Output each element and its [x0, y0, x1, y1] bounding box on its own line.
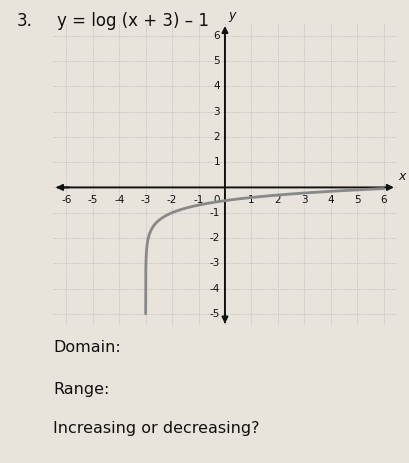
Text: 1: 1	[213, 157, 220, 167]
Text: 3: 3	[213, 106, 220, 117]
Text: -1: -1	[210, 208, 220, 218]
Text: 2: 2	[213, 132, 220, 142]
Text: -3: -3	[210, 258, 220, 268]
Text: -4: -4	[210, 283, 220, 294]
Text: 0: 0	[213, 195, 220, 205]
Text: -4: -4	[114, 195, 124, 205]
Text: -5: -5	[88, 195, 98, 205]
Text: 1: 1	[248, 195, 255, 205]
Text: y: y	[228, 9, 236, 22]
Text: -2: -2	[167, 195, 177, 205]
Text: y = log (x + 3) – 1: y = log (x + 3) – 1	[57, 12, 209, 30]
Text: x: x	[398, 170, 405, 183]
Text: 3: 3	[301, 195, 308, 205]
Text: -2: -2	[210, 233, 220, 243]
Text: 2: 2	[274, 195, 281, 205]
Text: Range:: Range:	[53, 382, 110, 397]
Text: Increasing or decreasing?: Increasing or decreasing?	[53, 421, 260, 436]
Text: 4: 4	[213, 81, 220, 91]
Text: -3: -3	[140, 195, 151, 205]
Text: 5: 5	[354, 195, 360, 205]
Text: 6: 6	[380, 195, 387, 205]
Text: 3.: 3.	[16, 12, 32, 30]
Text: 5: 5	[213, 56, 220, 66]
Text: 4: 4	[327, 195, 334, 205]
Text: 6: 6	[213, 31, 220, 41]
Text: -1: -1	[193, 195, 204, 205]
Text: Domain:: Domain:	[53, 340, 121, 355]
Text: -5: -5	[210, 309, 220, 319]
Text: -6: -6	[61, 195, 72, 205]
